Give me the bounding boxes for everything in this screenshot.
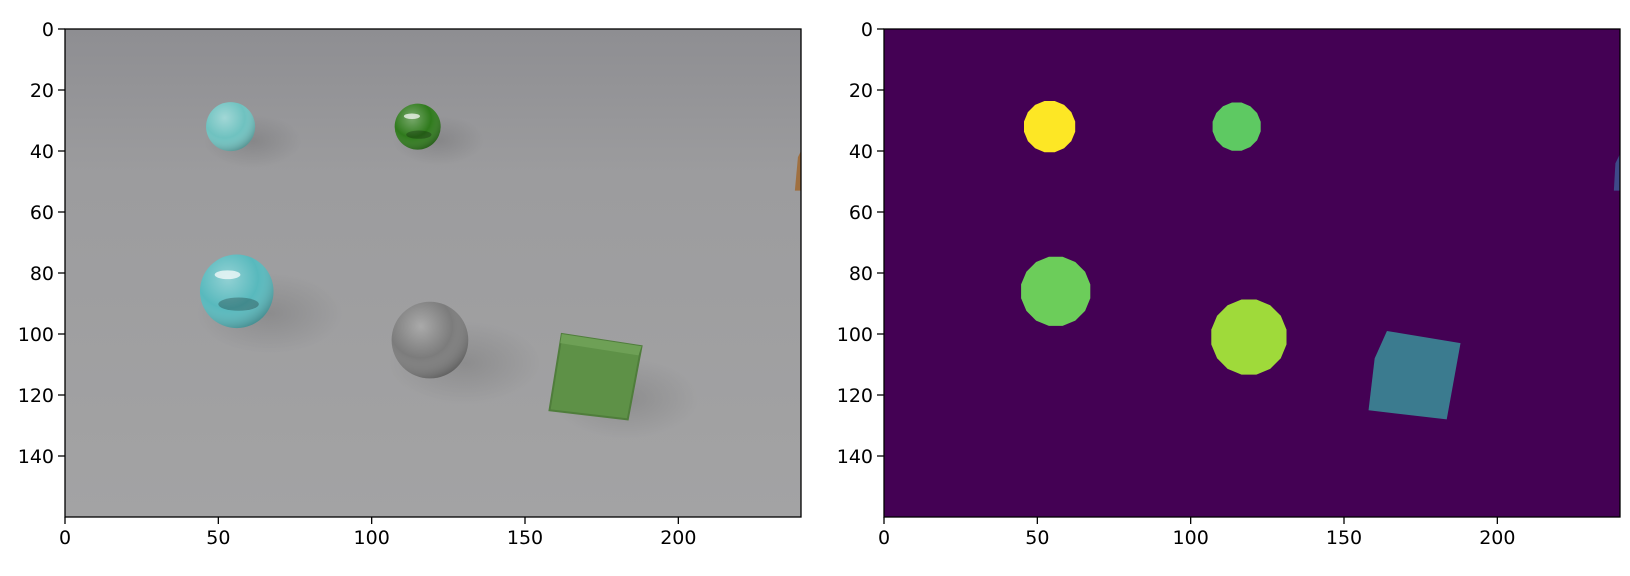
mask-region	[1212, 102, 1261, 151]
x-tick-label: 200	[1479, 527, 1515, 549]
partial-object	[794, 151, 801, 191]
x-tick-label: 100	[354, 527, 390, 549]
y-tick-label: 120	[837, 385, 873, 407]
y-axis: 0 20 40 60 80 100 120 140	[837, 19, 884, 468]
mask-background	[884, 29, 1620, 517]
y-tick-label: 120	[18, 385, 54, 407]
y-tick-label: 20	[30, 80, 54, 102]
y-tick-label: 40	[849, 141, 873, 163]
rubber-sphere	[391, 301, 469, 379]
y-tick-label: 140	[18, 446, 54, 468]
x-tick-label: 100	[1173, 527, 1209, 549]
y-tick-label: 60	[30, 202, 54, 224]
panel-mask: 0 50 100 150 200 0 20 40 60 80 100 120 140	[837, 19, 1621, 549]
x-axis: 0 50 100 150 200	[59, 517, 696, 549]
rubber-cube	[548, 332, 643, 421]
mask-region	[1211, 299, 1287, 375]
y-tick-label: 80	[30, 263, 54, 285]
mask-region	[1024, 101, 1076, 153]
mask-region	[1021, 256, 1091, 326]
y-tick-label: 0	[42, 19, 54, 41]
mask-region	[1368, 330, 1461, 420]
y-tick-label: 0	[861, 19, 873, 41]
y-tick-label: 80	[849, 263, 873, 285]
y-tick-label: 20	[849, 80, 873, 102]
x-tick-label: 200	[660, 527, 696, 549]
x-axis: 0 50 100 150 200	[878, 517, 1515, 549]
panel-rgb: 0 50 100 150 200 0 20 40 60 80 100 120 140	[18, 19, 802, 549]
metal-sphere	[394, 103, 441, 150]
y-tick-label: 140	[837, 446, 873, 468]
x-tick-label: 150	[1326, 527, 1362, 549]
y-axis: 0 20 40 60 80 100 120 140	[18, 19, 65, 468]
x-tick-label: 50	[206, 527, 230, 549]
y-tick-label: 40	[30, 141, 54, 163]
rubber-sphere	[206, 102, 256, 152]
metal-sphere	[199, 254, 274, 329]
image-area	[65, 29, 801, 517]
x-tick-label: 50	[1025, 527, 1049, 549]
y-tick-label: 100	[837, 324, 873, 346]
mask-regions	[1021, 101, 1620, 420]
x-tick-label: 150	[507, 527, 543, 549]
x-tick-label: 0	[878, 527, 890, 549]
y-tick-label: 60	[849, 202, 873, 224]
scene-objects	[196, 102, 801, 439]
y-tick-label: 100	[18, 324, 54, 346]
mask-region	[1613, 154, 1620, 191]
x-tick-label: 0	[59, 527, 71, 549]
